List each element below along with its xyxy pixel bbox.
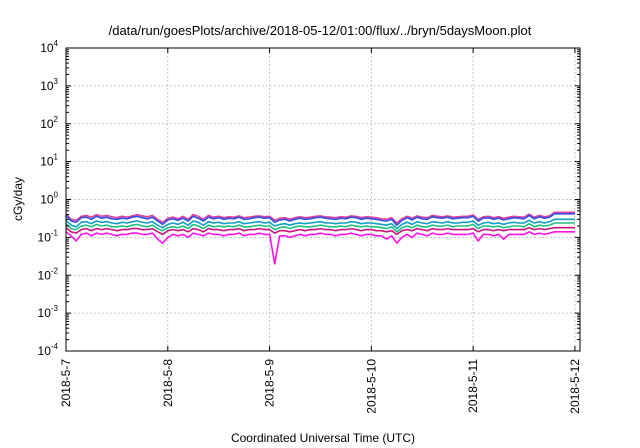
y-tick-label: 101 [40, 153, 58, 169]
series-line [65, 222, 575, 233]
x-tick-label: 2018-5-11 [466, 359, 480, 413]
y-tick-label: 103 [40, 77, 58, 93]
y-tick-label-base: 10 [38, 306, 52, 320]
y-tick-label: 102 [40, 115, 58, 131]
series-line [65, 218, 575, 230]
series-line [65, 213, 575, 226]
series-line [65, 226, 575, 236]
series-group [65, 211, 575, 265]
y-tick-label-base: 10 [38, 268, 52, 282]
x-axis-tick-labels: 2018-5-7 2018-5-8 2018-5-9 2018-5-10 2018-5-… [59, 359, 582, 414]
y-tick-label-base: 10 [40, 193, 54, 207]
series-line [65, 231, 575, 265]
y-tick-label-base: 10 [40, 41, 54, 55]
y-tick-label-base: 10 [40, 79, 54, 93]
y-tick-label-exponent: -3 [51, 304, 59, 313]
y-tick-label: 100 [40, 191, 58, 207]
y-tick-label-base: 10 [40, 155, 54, 169]
y-tick-label-exponent: -2 [51, 266, 59, 275]
y-tick-label: 10-2 [38, 266, 59, 282]
chart-title: /data/run/goesPlots/archive/2018-05-12/0… [109, 23, 532, 38]
x-tick-label: 2018-5-7 [59, 359, 73, 407]
y-tick-label-base: 10 [38, 230, 52, 244]
y-tick-label-exponent: 1 [54, 153, 59, 162]
y-tick-label-exponent: 3 [54, 77, 59, 86]
y-tick-label-exponent: 2 [54, 115, 59, 124]
y-tick-label-exponent: 0 [54, 191, 59, 200]
series-line [65, 211, 575, 224]
y-tick-label: 10-4 [38, 342, 59, 358]
y-tick-label-base: 10 [38, 344, 52, 358]
y-tick-label-exponent: -4 [51, 342, 59, 351]
y-tick-label-exponent: -1 [51, 228, 59, 237]
x-tick-label: 2018-5-10 [364, 359, 378, 414]
y-tick-label: 104 [40, 39, 58, 55]
y-axis-label: cGy/day [11, 177, 25, 221]
y-tick-label-exponent: 4 [54, 39, 59, 48]
grid [66, 48, 580, 351]
y-tick-label-base: 10 [40, 117, 54, 131]
x-tick-label: 2018-5-8 [161, 359, 175, 407]
x-axis-label: Coordinated Universal Time (UTC) [231, 431, 415, 445]
y-tick-label: 10-3 [38, 304, 59, 320]
x-tick-label: 2018-5-9 [263, 359, 277, 407]
x-tick-label: 2018-5-12 [568, 359, 582, 414]
axis-ticks [65, 47, 580, 352]
y-tick-label: 10-1 [38, 228, 59, 244]
